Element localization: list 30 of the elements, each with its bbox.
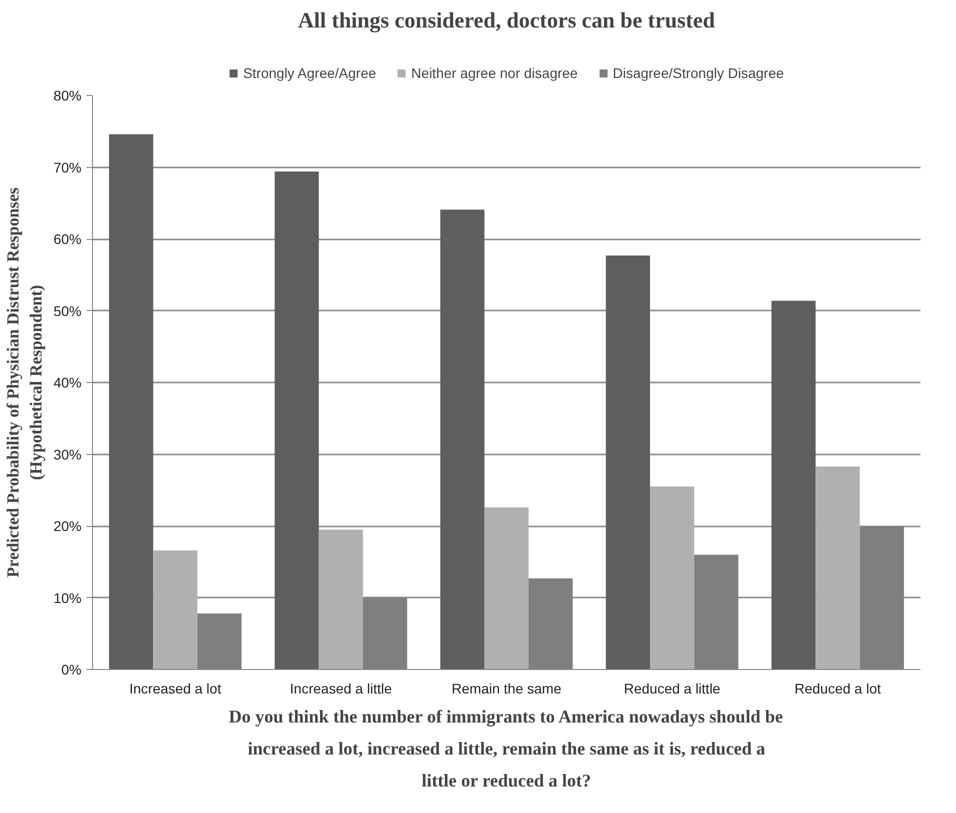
y-tick-label: 50%	[53, 302, 82, 319]
bar	[274, 172, 319, 670]
x-tick-label: Reduced a lot	[794, 680, 882, 696]
x-axis-title: Do you think the number of immigrants to America nowadays should be increased a lot, increased a little, remain the same as it is, reduced a little or reduced a lot?	[228, 706, 783, 790]
bar	[771, 300, 816, 670]
x-tick-label: Remain the same	[452, 680, 562, 696]
bar	[318, 530, 363, 670]
y-tick-label: 40%	[53, 374, 82, 390]
y-tick-label: 10%	[53, 590, 82, 606]
bar	[153, 550, 198, 670]
bar	[484, 507, 529, 670]
x-tick-label: Increased a little	[290, 680, 392, 696]
bar	[816, 466, 860, 670]
x-tick-label: Increased a lot	[129, 680, 222, 696]
legend-label: Strongly Agree/Agree	[243, 65, 376, 81]
y-tick-label: 80%	[53, 88, 82, 104]
bar	[650, 486, 694, 670]
chart-title: All things considered, doctors can be trusted	[298, 8, 716, 32]
y-tick-label: 30%	[53, 446, 82, 462]
legend-label: Disagree/Strongly Disagree	[612, 65, 784, 81]
bar	[606, 256, 650, 670]
bar	[109, 134, 154, 670]
y-tick-label: 20%	[53, 518, 82, 534]
y-axis-title: Predicted Probability of Physician Distrust Responses (Hypothetical Respondent)	[4, 187, 46, 578]
bar	[440, 210, 484, 670]
x-tick-label: Reduced a little	[624, 680, 721, 696]
legend-label: Neither agree nor disagree	[411, 65, 578, 81]
y-tick-label: 70%	[53, 159, 82, 176]
y-tick-label: 60%	[53, 231, 82, 247]
y-tick-label: 0%	[61, 662, 82, 678]
